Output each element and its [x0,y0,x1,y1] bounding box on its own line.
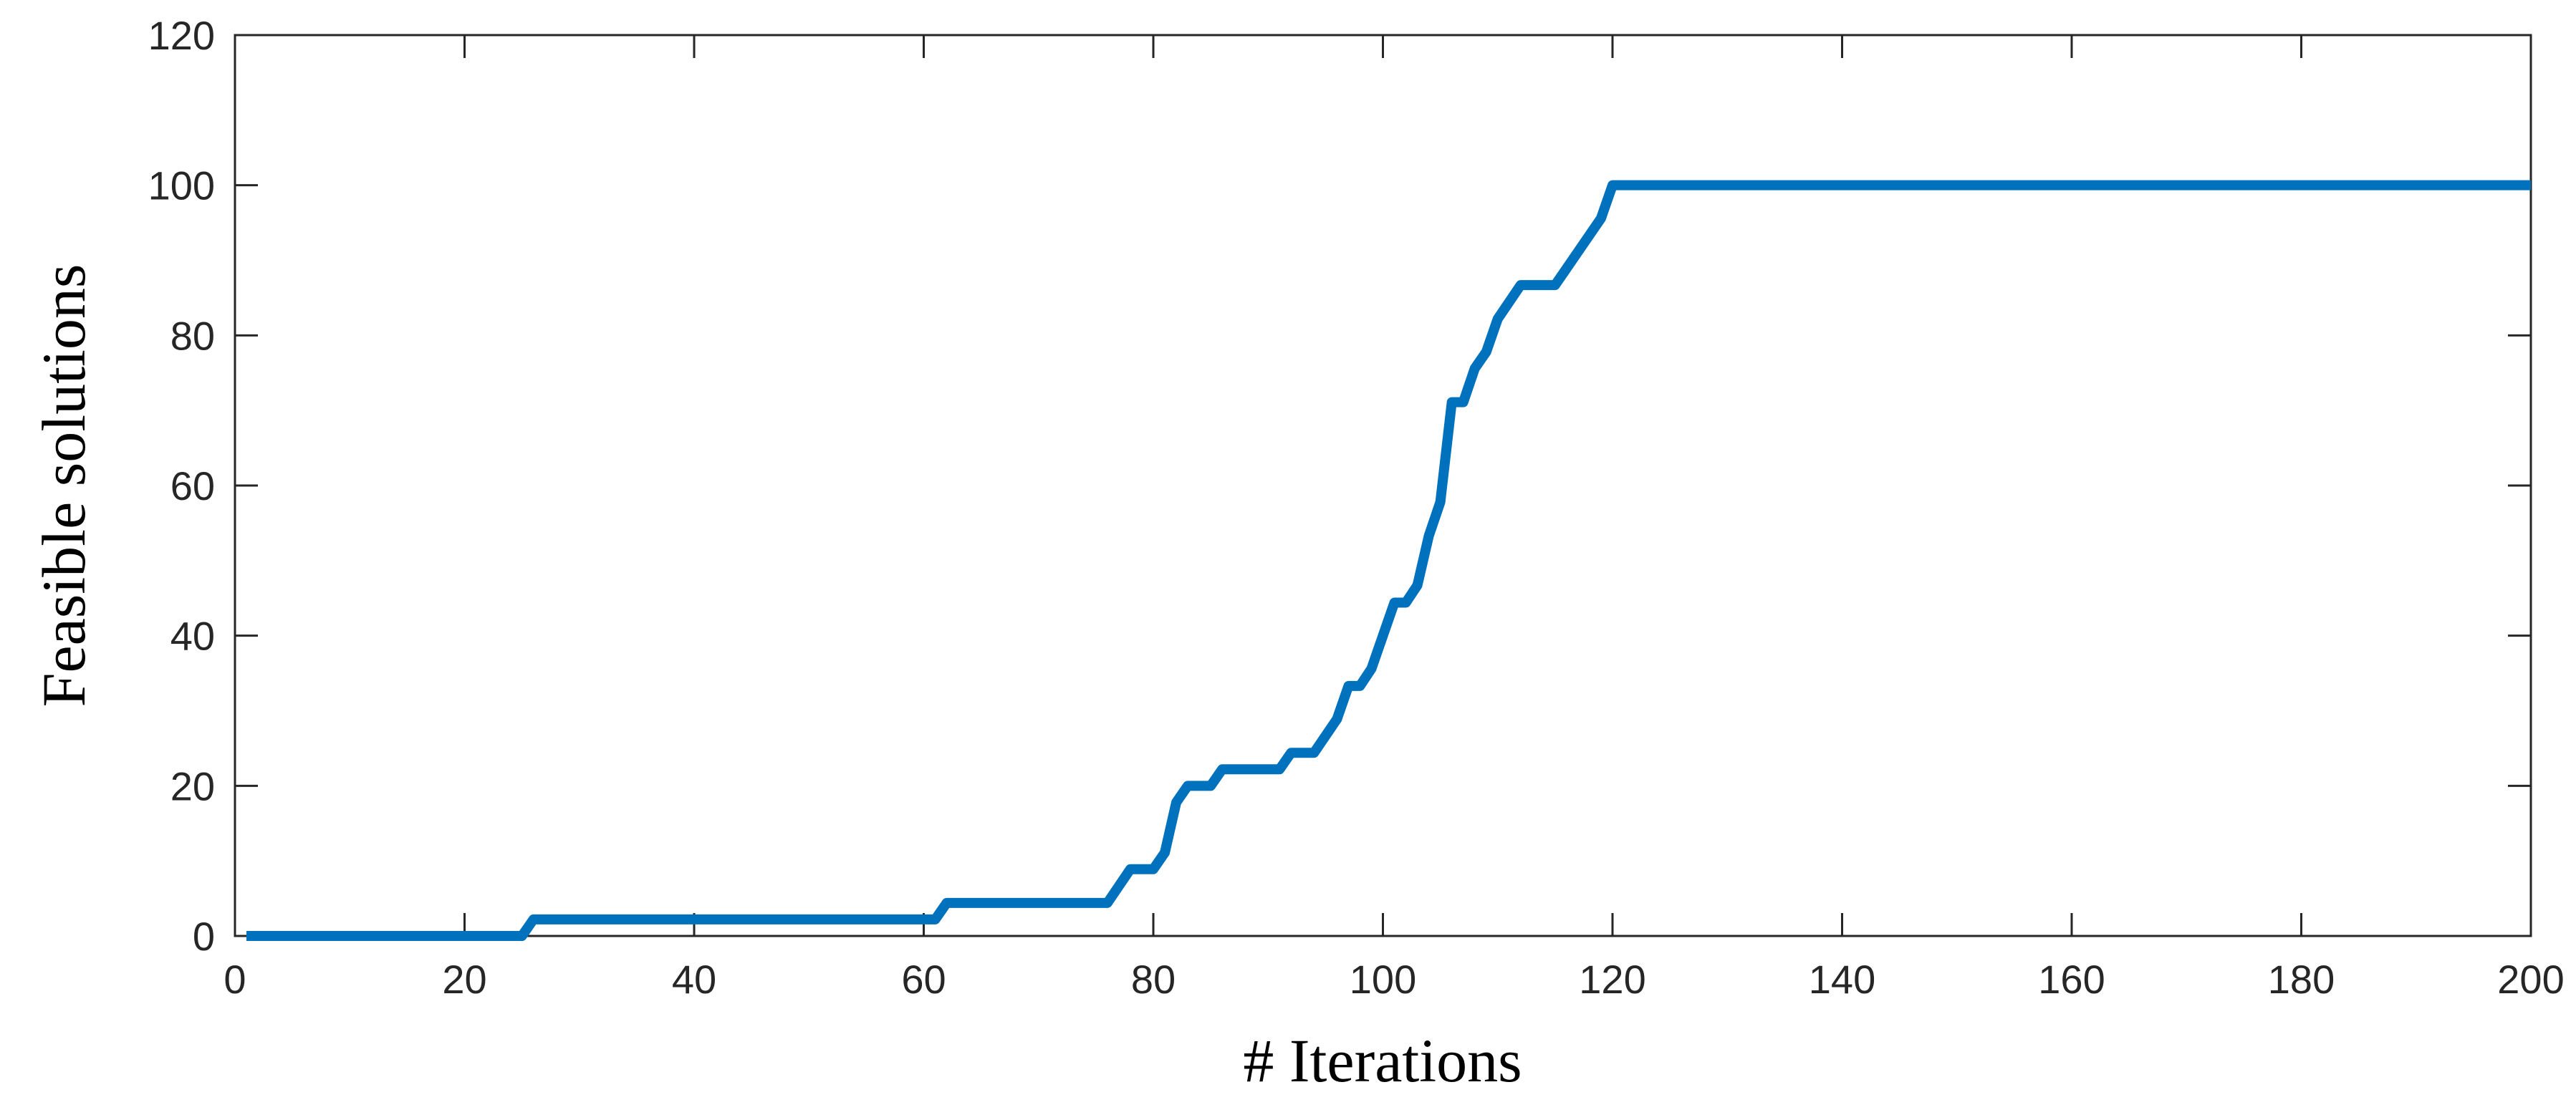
line [246,180,2531,941]
x-tick-label: 60 [901,957,946,1002]
x-tick-label: 120 [1579,957,1645,1002]
y-tick-label: 60 [170,463,215,508]
y-tick-label: 100 [148,163,215,208]
y-tick-label: 40 [170,614,215,659]
y-tick-label: 80 [170,313,215,358]
x-tick-label: 140 [1809,957,1875,1002]
y-axis-label: Feasible solutions [29,264,98,708]
plot-frame [234,34,2532,937]
x-tick-label: 0 [224,957,246,1002]
x-tick-label: 20 [442,957,486,1002]
x-axis-label: # Iterations [1243,1026,1522,1095]
y-tick-label: 120 [148,13,215,58]
x-tick-label: 80 [1131,957,1176,1002]
x-tick-label: 100 [1350,957,1416,1002]
y-tick-label: 0 [193,914,215,959]
x-tick-label: 180 [2268,957,2335,1002]
y-tick-label: 20 [170,763,215,808]
x-tick-label: 160 [2038,957,2105,1002]
x-tick-label: 200 [2497,957,2564,1002]
x-tick-label: 40 [672,957,716,1002]
